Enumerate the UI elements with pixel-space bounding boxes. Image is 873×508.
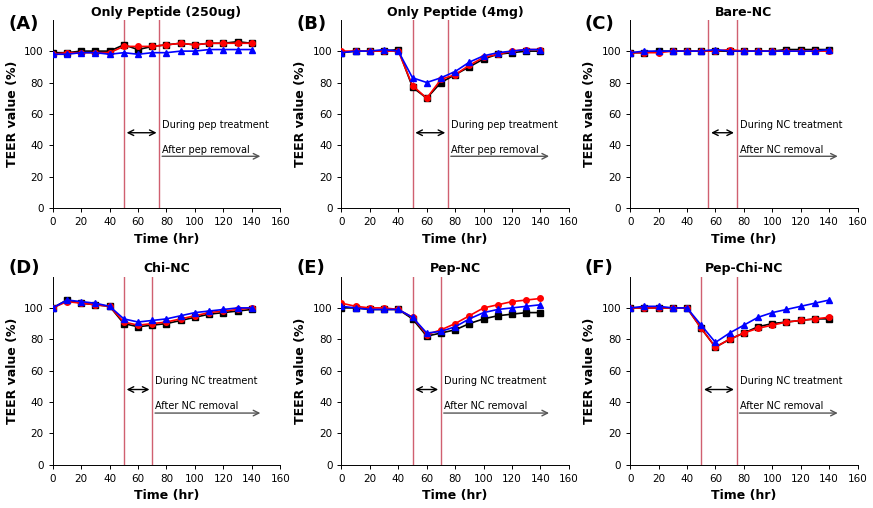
Title: Pep-NC: Pep-NC [430, 262, 481, 275]
Title: Only Peptide (4mg): Only Peptide (4mg) [387, 6, 524, 19]
Y-axis label: TEER value (%): TEER value (%) [5, 61, 18, 167]
Text: (E): (E) [297, 259, 326, 277]
Text: After pep removal: After pep removal [450, 145, 539, 155]
Text: During NC treatment: During NC treatment [739, 119, 842, 130]
Y-axis label: TEER value (%): TEER value (%) [583, 318, 596, 424]
Title: Only Peptide (250ug): Only Peptide (250ug) [92, 6, 242, 19]
Y-axis label: TEER value (%): TEER value (%) [294, 61, 307, 167]
Text: After NC removal: After NC removal [443, 401, 527, 411]
X-axis label: Time (hr): Time (hr) [423, 489, 488, 502]
X-axis label: Time (hr): Time (hr) [134, 233, 199, 246]
Text: (A): (A) [9, 15, 39, 33]
Text: (F): (F) [585, 259, 614, 277]
X-axis label: Time (hr): Time (hr) [711, 233, 777, 246]
Text: After pep removal: After pep removal [162, 145, 250, 155]
Text: During NC treatment: During NC treatment [155, 376, 258, 387]
Text: (B): (B) [297, 15, 327, 33]
Title: Bare-NC: Bare-NC [715, 6, 773, 19]
Text: During pep treatment: During pep treatment [450, 119, 558, 130]
X-axis label: Time (hr): Time (hr) [711, 489, 777, 502]
Text: During NC treatment: During NC treatment [443, 376, 546, 387]
Y-axis label: TEER value (%): TEER value (%) [583, 61, 596, 167]
X-axis label: Time (hr): Time (hr) [134, 489, 199, 502]
Title: Pep-Chi-NC: Pep-Chi-NC [705, 262, 783, 275]
Y-axis label: TEER value (%): TEER value (%) [5, 318, 18, 424]
Y-axis label: TEER value (%): TEER value (%) [294, 318, 307, 424]
Text: After NC removal: After NC removal [739, 145, 823, 155]
Title: Chi-NC: Chi-NC [143, 262, 189, 275]
Text: (C): (C) [585, 15, 615, 33]
Text: After NC removal: After NC removal [739, 401, 823, 411]
Text: After NC removal: After NC removal [155, 401, 238, 411]
Text: (D): (D) [9, 259, 40, 277]
Text: During pep treatment: During pep treatment [162, 119, 269, 130]
Text: During NC treatment: During NC treatment [739, 376, 842, 387]
X-axis label: Time (hr): Time (hr) [423, 233, 488, 246]
